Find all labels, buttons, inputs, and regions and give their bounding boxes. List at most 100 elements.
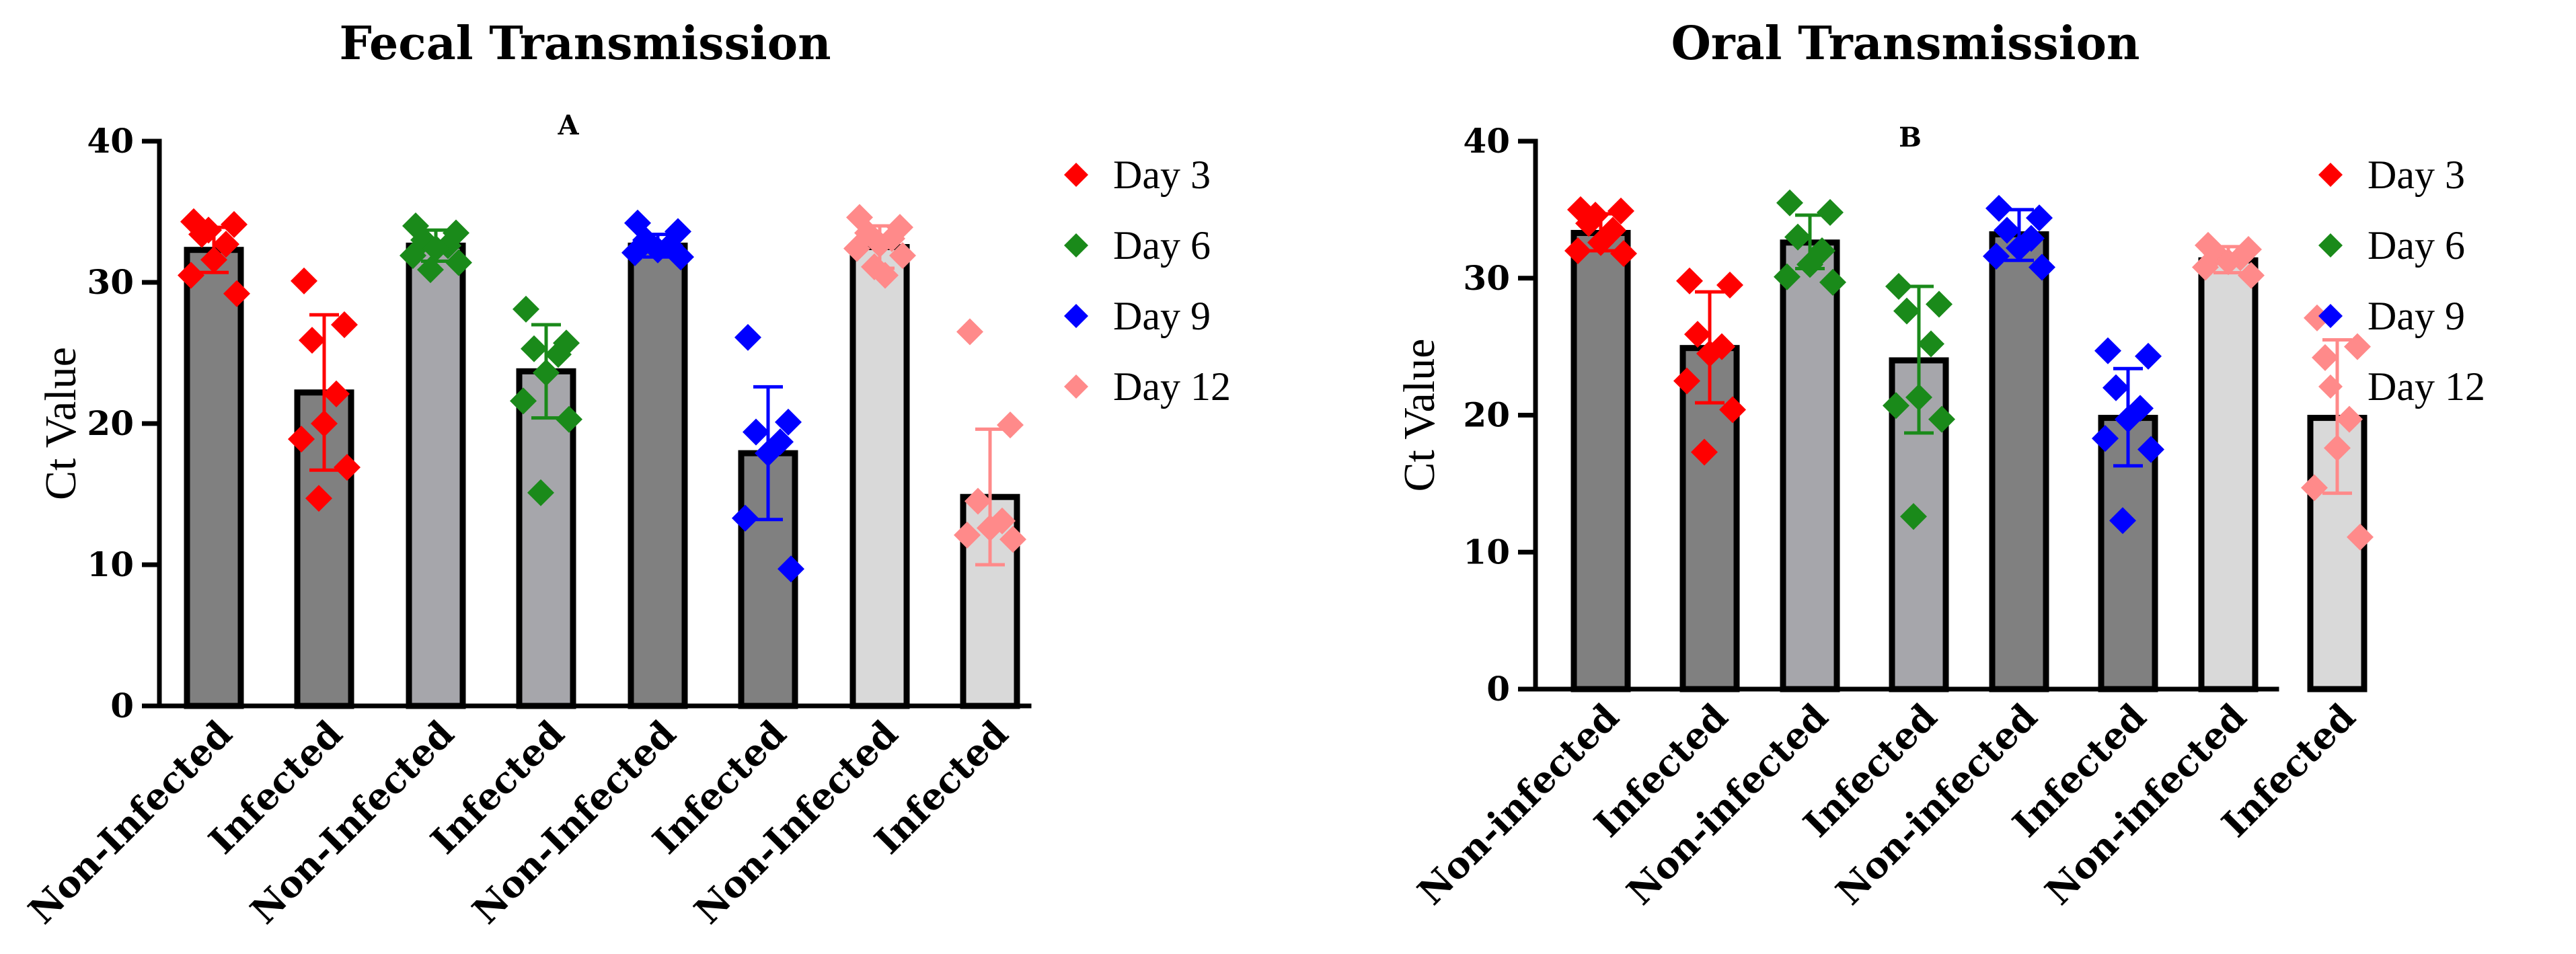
y-tick-label: 10 [1463, 532, 1510, 571]
y-tick-label: 40 [1463, 121, 1510, 161]
data-point [223, 280, 250, 307]
data-point [775, 408, 802, 436]
data-point [1673, 367, 1700, 395]
data-point [956, 318, 983, 346]
data-point [1607, 197, 1634, 225]
data-point [997, 411, 1024, 439]
data-point [2135, 342, 2162, 370]
x-tick-label: Non-Infected [242, 712, 462, 932]
data-point [2301, 474, 2328, 502]
data-point [2347, 523, 2374, 551]
bar [1570, 230, 1631, 692]
data-point [2312, 344, 2339, 371]
data-point [1819, 268, 1846, 296]
bar [849, 244, 910, 709]
bar [2198, 257, 2259, 692]
data-point [667, 243, 694, 271]
y-tick-label: 40 [87, 121, 134, 161]
data-point [521, 335, 547, 362]
data-point [1716, 271, 1743, 299]
legend-marker [1064, 374, 1088, 399]
data-point [1918, 330, 1944, 358]
y-tick-label: 20 [1463, 395, 1510, 435]
data-point [843, 235, 870, 262]
data-point [323, 380, 350, 407]
data-point [2215, 248, 2242, 276]
data-point [311, 410, 338, 437]
data-point [2006, 234, 2033, 262]
data-point [513, 295, 539, 323]
data-point [1900, 503, 1927, 530]
data-point [305, 485, 332, 512]
y-tick-label: 10 [87, 545, 134, 584]
data-point [954, 521, 981, 549]
data-point [866, 231, 893, 258]
data-point [1696, 340, 1723, 367]
legend-label: Day 3 [2367, 153, 2465, 197]
data-point [755, 440, 782, 467]
data-point [422, 235, 449, 262]
data-point [291, 267, 317, 294]
data-point [1719, 396, 1746, 424]
data-point [1983, 243, 2010, 270]
y-tick-label: 30 [87, 262, 134, 302]
data-point [1985, 194, 2012, 222]
x-tick-label: Non-infected [1409, 695, 1627, 913]
data-point [999, 526, 1026, 553]
chart-title: Oral Transmission [1671, 17, 2140, 71]
data-point [1587, 229, 1614, 256]
legend-marker [1064, 163, 1088, 187]
data-point [732, 504, 759, 532]
data-point [889, 242, 916, 270]
data-point [2238, 262, 2265, 289]
data-point [1684, 321, 1711, 348]
legend-label: Day 12 [2367, 364, 2485, 409]
data-point [1817, 198, 1844, 226]
data-point [221, 210, 248, 238]
data-point [400, 242, 426, 270]
x-tick-label: Non-Infected [20, 712, 240, 932]
panel-label: B [1899, 122, 1922, 153]
data-point [2026, 204, 2053, 232]
data-point [1885, 272, 1912, 300]
legend-label: Day 9 [1113, 294, 1211, 338]
bar [1989, 231, 2049, 692]
data-point [213, 231, 239, 258]
bar [406, 242, 466, 709]
data-point [2029, 253, 2055, 281]
data-point [556, 405, 582, 433]
data-point [334, 454, 361, 481]
data-point [2336, 405, 2363, 433]
data-point [734, 323, 761, 351]
data-point [288, 426, 315, 453]
data-point [527, 479, 554, 506]
data-point [1784, 223, 1811, 251]
data-point [299, 327, 326, 354]
data-point [2192, 253, 2219, 281]
data-point [964, 487, 991, 515]
data-point [644, 236, 671, 264]
data-point [1928, 405, 1955, 433]
data-point [872, 262, 899, 289]
data-point [1776, 189, 1803, 216]
legend-marker [2318, 163, 2343, 187]
data-point [778, 555, 804, 583]
bar [184, 247, 244, 709]
legend-label: Day 12 [1113, 364, 1231, 409]
data-point [1926, 290, 1953, 318]
data-point [200, 246, 227, 274]
chart-title: Fecal Transmission [339, 17, 831, 71]
data-point [2324, 434, 2351, 462]
panel-label: A [557, 110, 579, 141]
y-tick-label: 20 [87, 403, 134, 443]
bar [1780, 239, 1840, 692]
data-point [1893, 297, 1920, 325]
y-tick-label: 30 [1463, 258, 1510, 298]
x-tick-label: Non-Infected [464, 712, 684, 932]
data-point [545, 341, 572, 368]
data-point [1676, 267, 1703, 294]
data-point [1610, 240, 1637, 268]
legend-marker [2318, 233, 2343, 257]
data-point [178, 262, 204, 289]
